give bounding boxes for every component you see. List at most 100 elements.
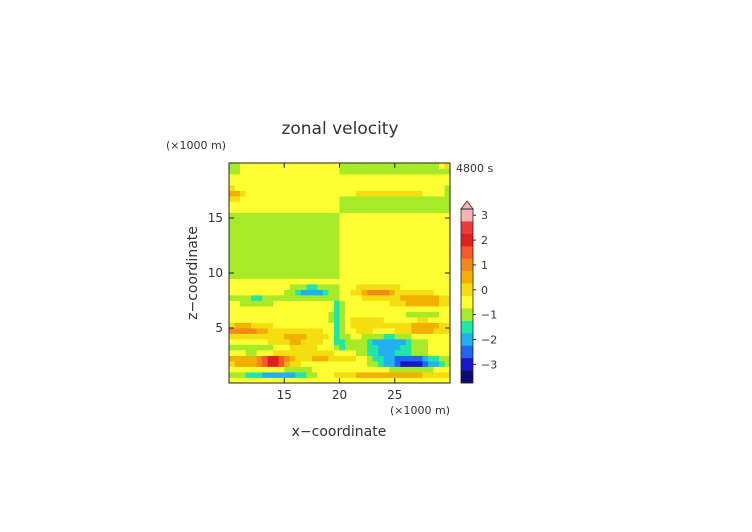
field-cell (317, 190, 324, 197)
field-cell (256, 218, 263, 224)
field-cell (444, 168, 451, 175)
field-cell (295, 295, 302, 301)
field-cell (333, 284, 340, 290)
field-cell (317, 207, 324, 213)
field-cell (278, 289, 285, 296)
field-cell (416, 251, 423, 257)
field-cell (389, 284, 396, 290)
field-cell (400, 377, 407, 384)
field-cell (284, 201, 291, 208)
colorbar-swatch (461, 258, 473, 272)
field-cell (389, 289, 396, 296)
field-cell (405, 229, 412, 235)
field-cell (240, 377, 246, 384)
field-cell (345, 278, 351, 285)
field-cell (273, 267, 280, 274)
field-cell (278, 223, 285, 230)
field-cell (356, 344, 362, 351)
field-cell (278, 317, 285, 323)
x-unit-label: (×1000 m) (390, 404, 450, 417)
field-cell (229, 212, 235, 219)
field-cell (339, 185, 346, 191)
field-cell (256, 190, 263, 197)
field-cell (356, 366, 362, 373)
field-cell (245, 361, 252, 367)
field-cell (251, 295, 258, 301)
field-cell (234, 218, 241, 224)
field-cell (306, 306, 313, 312)
field-cell (372, 339, 379, 345)
field-cell (383, 234, 390, 241)
field-cell (411, 240, 418, 246)
field-cell (356, 317, 362, 323)
field-cell (433, 317, 440, 323)
field-cell (317, 311, 324, 318)
field-cell (422, 179, 429, 186)
field-cell (229, 295, 235, 301)
field-cell (411, 306, 418, 312)
field-cell (361, 377, 368, 384)
field-cell (284, 366, 291, 373)
field-cell (333, 317, 340, 323)
field-cell (433, 201, 440, 208)
field-cell (256, 163, 263, 169)
field-cell (350, 377, 357, 384)
field-cell (333, 168, 340, 175)
field-cell (267, 377, 274, 384)
field-cell (350, 245, 357, 252)
field-cell (284, 218, 291, 224)
field-cell (229, 245, 235, 252)
field-cell (278, 168, 285, 175)
field-cell (438, 328, 445, 334)
field-cell (411, 355, 418, 362)
field-cell (433, 174, 440, 180)
field-cell (438, 311, 445, 318)
field-cell (444, 339, 451, 345)
field-cell (427, 300, 434, 307)
field-cell (416, 361, 423, 367)
field-cell (262, 311, 269, 318)
field-cell (367, 284, 374, 290)
field-cell (367, 179, 374, 186)
field-cell (278, 273, 285, 279)
field-cell (361, 256, 368, 263)
field-cell (427, 355, 434, 362)
field-cell (416, 212, 423, 219)
field-cell (267, 284, 274, 290)
field-cell (438, 168, 445, 175)
field-cell (256, 223, 263, 230)
field-cell (433, 267, 440, 274)
field-cell (273, 229, 280, 235)
field-cell (394, 212, 401, 219)
field-cell (300, 212, 307, 219)
field-cell (322, 300, 329, 307)
field-cell (405, 196, 412, 202)
field-cell (383, 377, 390, 384)
field-cell (328, 284, 335, 290)
field-cell (306, 350, 313, 356)
field-cell (278, 311, 285, 318)
field-cell (367, 223, 374, 230)
field-cell (234, 212, 241, 219)
field-cell (378, 273, 385, 279)
field-cell (372, 218, 379, 224)
field-cell (411, 234, 418, 241)
field-cell (422, 207, 429, 213)
field-cell (433, 223, 440, 230)
field-cell (372, 229, 379, 235)
field-cell (317, 339, 324, 345)
field-cell (405, 339, 412, 345)
field-cell (311, 218, 318, 224)
field-cell (405, 311, 412, 318)
field-cell (405, 245, 412, 252)
field-cell (295, 190, 302, 197)
field-cell (339, 240, 346, 246)
field-cell (389, 355, 396, 362)
field-cell (229, 355, 235, 362)
field-cell (328, 366, 335, 373)
field-cell (300, 317, 307, 323)
field-cell (322, 355, 329, 362)
field-cell (267, 229, 274, 235)
field-cell (339, 361, 346, 367)
field-cell (256, 366, 263, 373)
